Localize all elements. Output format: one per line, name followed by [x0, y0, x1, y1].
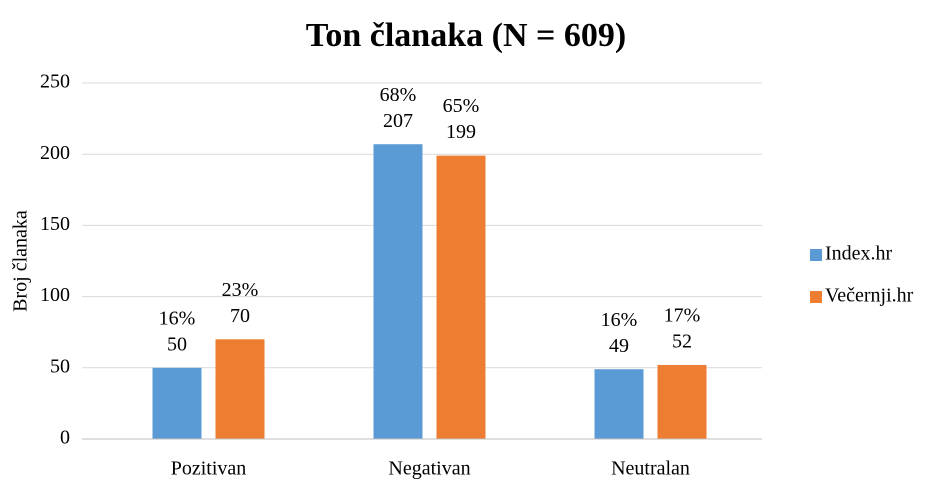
value-label: 50 — [167, 333, 187, 355]
x-tick-label: Pozitivan — [171, 458, 247, 479]
y-tick-label: 250 — [40, 71, 70, 93]
percent-label: 23% — [222, 279, 259, 301]
percent-label: 17% — [664, 305, 701, 327]
percent-label: 16% — [601, 309, 638, 331]
bar — [373, 144, 423, 439]
value-label: 49 — [609, 335, 629, 357]
value-label: 52 — [672, 331, 692, 353]
bar — [215, 339, 265, 439]
legend-label: Večernji.hr — [825, 285, 914, 307]
percent-label: 65% — [443, 95, 480, 117]
value-label: 199 — [446, 121, 476, 143]
y-tick-label: 0 — [60, 427, 70, 449]
legend-label: Index.hr — [825, 243, 893, 265]
y-tick-label: 100 — [40, 284, 70, 306]
x-tick-label: Negativan — [388, 458, 470, 479]
value-label: 207 — [383, 110, 413, 132]
x-tick-label: Neutralan — [611, 458, 690, 479]
percent-label: 68% — [380, 84, 417, 106]
bar — [436, 155, 486, 439]
bar — [594, 369, 644, 439]
y-tick-label: 50 — [50, 355, 70, 377]
percent-label: 16% — [159, 307, 196, 329]
chart-title: Ton članaka (N = 609) — [306, 17, 626, 54]
y-tick-label: 150 — [40, 213, 70, 235]
value-label: 70 — [230, 305, 250, 327]
y-axis-label: Broj članaka — [10, 210, 32, 312]
bar — [657, 364, 707, 439]
legend-swatch — [810, 249, 822, 261]
y-tick-label: 200 — [40, 142, 70, 164]
legend-swatch — [810, 291, 822, 303]
bar — [152, 367, 202, 439]
